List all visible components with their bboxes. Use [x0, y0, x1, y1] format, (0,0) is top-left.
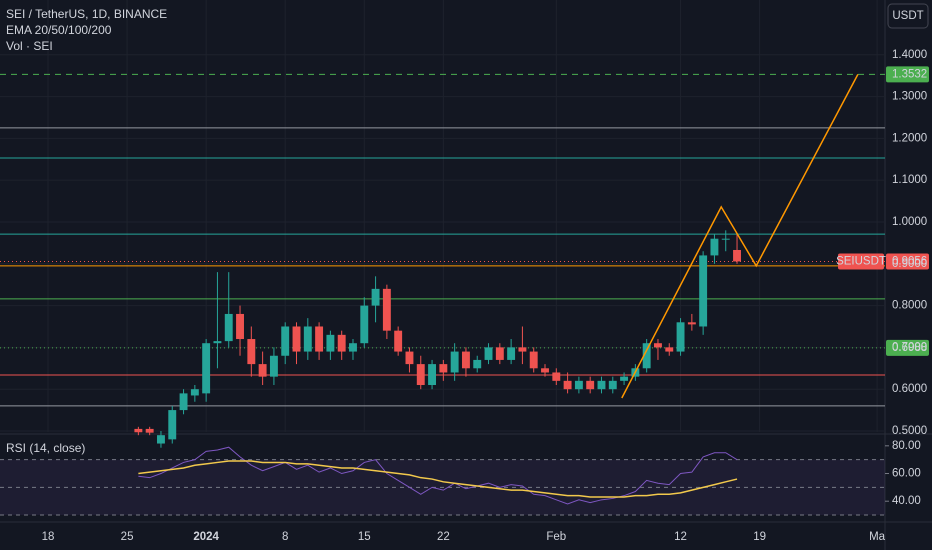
y-tick-label: 0.6000	[892, 383, 927, 395]
candle-body	[597, 380, 606, 390]
candle-body	[620, 376, 629, 381]
candle-body	[281, 326, 290, 356]
y-tick-label: 0.9000	[892, 258, 927, 270]
x-tick-label: 25	[121, 531, 134, 543]
candle-body	[382, 288, 391, 331]
candle-body	[360, 305, 369, 344]
candle-body	[721, 238, 730, 240]
candle-body	[292, 326, 301, 352]
candle-body	[676, 322, 685, 352]
candle-body	[349, 343, 357, 352]
candle-body	[224, 313, 233, 342]
candle-body	[552, 372, 561, 381]
price-label: 1.3532	[892, 68, 927, 80]
candle-body	[473, 359, 482, 369]
rsi-title: RSI (14, close)	[6, 441, 85, 455]
rsi-line	[138, 446, 738, 505]
candle-body	[518, 347, 527, 352]
candle-body	[157, 435, 165, 444]
candle-body	[428, 364, 437, 386]
price-label-box	[886, 66, 929, 83]
unit-button[interactable]	[887, 3, 929, 29]
candle-body	[450, 351, 459, 373]
chart-title: SEI / TetherUS, 1D, BINANCE	[6, 7, 167, 21]
candle-body	[269, 355, 278, 377]
overlay: SEI / TetherUS, 1D, BINANCE EMA 20/50/10…	[6, 3, 929, 455]
rsi-pane	[0, 445, 889, 516]
candle-body	[439, 364, 448, 373]
candle-body	[202, 343, 211, 394]
x-tick-label: 19	[753, 531, 766, 543]
price-label: 0.9056	[892, 255, 927, 267]
candle-body	[405, 351, 414, 365]
candle-body	[213, 341, 222, 344]
candle-body	[733, 249, 741, 262]
candle-body	[247, 339, 256, 365]
candle-body	[168, 410, 177, 440]
candle-body	[541, 368, 549, 373]
y-tick-label: 80.00	[892, 440, 921, 452]
candle-body	[315, 326, 324, 352]
y-tick-label: 40.00	[892, 495, 921, 507]
candle-body	[179, 393, 188, 411]
candle-body	[710, 238, 719, 256]
y-tick-label: 60.00	[892, 468, 921, 480]
price-label: 0.6988	[892, 342, 927, 354]
candle-body	[258, 364, 267, 377]
x-tick-label: 2024	[193, 531, 219, 543]
y-tick-label: 0.5000	[892, 425, 927, 437]
unit-label[interactable]: USDT	[892, 10, 923, 22]
x-tick-label: 12	[674, 531, 687, 543]
candle-body	[608, 380, 617, 390]
candle-body	[586, 380, 595, 390]
candle-body	[495, 347, 504, 360]
volume-label: Vol · SEI	[6, 39, 53, 53]
x-tick-label: 15	[358, 531, 371, 543]
candle-body	[145, 428, 154, 433]
x-tick-label: Ma	[869, 531, 886, 543]
trend-drawing	[621, 74, 859, 399]
y-tick-label: 1.0000	[892, 216, 927, 228]
candle-body	[484, 347, 493, 360]
x-tick-label: Feb	[546, 531, 566, 543]
candle-body	[461, 351, 470, 369]
rsi-line	[138, 460, 738, 498]
candle-body	[563, 380, 572, 390]
y-tick-label: 1.3000	[892, 91, 927, 103]
candle-body	[371, 288, 380, 306]
symbol-label: SEIUSDT	[836, 255, 886, 267]
x-tick-label: 18	[42, 531, 55, 543]
price-label-box	[886, 253, 929, 270]
x-tick-label: 22	[437, 531, 450, 543]
candle-body	[416, 364, 425, 386]
candle-body	[687, 322, 696, 325]
y-tick-label: 0.8000	[892, 300, 927, 312]
candle-body	[574, 380, 583, 390]
y-tick-label: 1.4000	[892, 49, 927, 61]
candle-body	[507, 347, 516, 360]
candle-body	[665, 347, 674, 352]
candle-body	[654, 343, 662, 348]
indicator-label: EMA 20/50/100/200	[6, 23, 112, 37]
x-tick-label: 8	[282, 531, 288, 543]
candle-body	[529, 351, 538, 369]
candle-body	[699, 255, 708, 327]
candle-body	[236, 313, 244, 340]
candle-body	[337, 334, 346, 352]
price-label-box	[886, 339, 929, 356]
candle-body	[190, 389, 199, 396]
y-tick-label: 1.2000	[892, 132, 927, 144]
symbol-label-box	[838, 253, 884, 270]
y-tick-label: 1.1000	[892, 174, 927, 186]
candle-body	[326, 334, 335, 352]
candle-body	[303, 326, 312, 352]
candle-body	[134, 428, 143, 433]
candle-body	[642, 343, 651, 369]
price-pane	[0, 0, 885, 448]
candle-body	[394, 330, 403, 352]
y-tick-label: 0.7000	[892, 341, 927, 353]
